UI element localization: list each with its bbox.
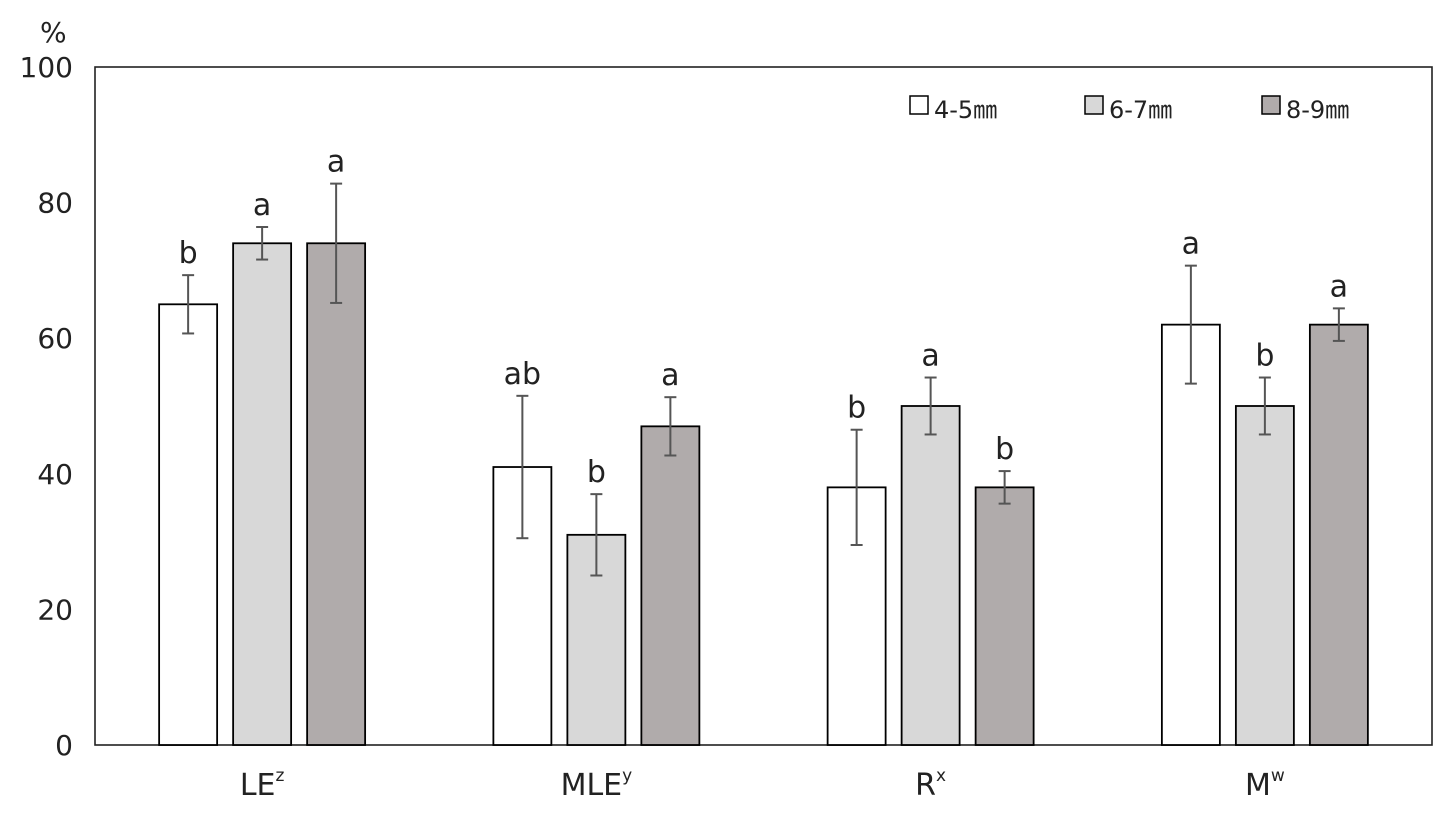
bar [1234, 405, 1295, 746]
y-tick-label: 60 [37, 322, 73, 355]
x-category-label: Rx [915, 766, 946, 803]
legend: 4-5㎜ 6-7㎜ 8-9㎜ [909, 95, 1349, 124]
category-superscript: y [622, 766, 632, 786]
significance-letter: b [179, 236, 198, 271]
y-tick-label: 20 [37, 593, 73, 626]
significance-letter: ab [504, 357, 541, 392]
x-category-label: LEz [240, 766, 285, 803]
category-main: LE [240, 768, 276, 803]
significance-letter: a [921, 339, 939, 374]
y-unit-label: % [40, 16, 67, 49]
bar [306, 242, 367, 746]
significance-letter: a [1182, 227, 1200, 262]
legend-swatch [1261, 95, 1281, 115]
x-category-label: Mw [1245, 766, 1285, 803]
category-superscript: z [275, 766, 284, 786]
bar [900, 405, 961, 746]
significance-letter: b [847, 391, 866, 426]
significance-letter: a [327, 145, 345, 180]
legend-label: 8-9㎜ [1286, 96, 1349, 124]
legend-swatch [909, 95, 929, 115]
plot-frame [94, 66, 1433, 746]
significance-letter: a [1330, 269, 1348, 304]
bar [974, 486, 1035, 746]
category-main: R [915, 768, 936, 803]
bar [1308, 323, 1369, 746]
significance-letter: b [995, 432, 1014, 467]
significance-letter: b [1255, 339, 1274, 374]
significance-letter: a [253, 188, 271, 223]
legend-swatch [1084, 95, 1104, 115]
bar [1160, 323, 1221, 746]
category-main: MLE [561, 768, 623, 803]
bar [232, 242, 293, 746]
legend-label: 6-7㎜ [1109, 96, 1172, 124]
category-main: M [1245, 768, 1271, 803]
y-tick-label: 0 [55, 729, 73, 762]
category-superscript: x [936, 766, 946, 786]
significance-letter: b [587, 455, 606, 490]
bar [158, 303, 219, 746]
significance-letter: a [661, 358, 679, 393]
category-superscript: w [1271, 766, 1285, 786]
bar [640, 425, 701, 746]
legend-label: 4-5㎜ [934, 96, 997, 124]
y-tick-label: 80 [37, 187, 73, 220]
x-category-label: MLEy [561, 766, 633, 803]
y-tick-label: 40 [37, 458, 73, 491]
y-tick-label: 100 [20, 51, 73, 84]
